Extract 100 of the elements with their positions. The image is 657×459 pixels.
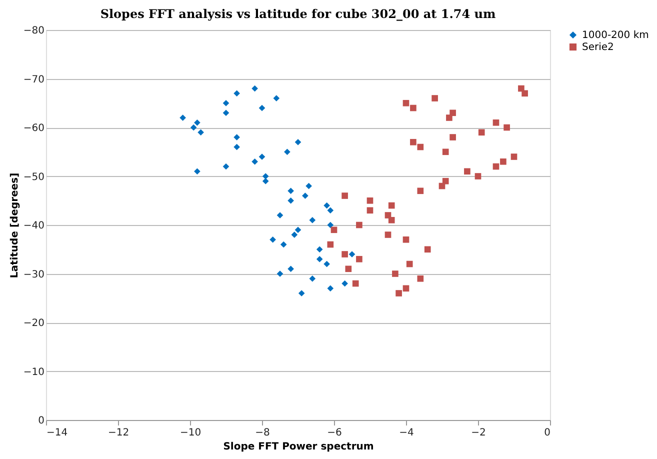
point	[309, 216, 316, 224]
point	[252, 158, 258, 165]
point	[194, 119, 200, 126]
point	[327, 222, 334, 228]
point	[234, 134, 240, 140]
x-tick-label: −10	[180, 428, 202, 438]
point	[410, 138, 416, 146]
point	[234, 90, 240, 97]
point	[327, 207, 334, 214]
y-tick-label: −20	[23, 318, 44, 329]
point	[500, 158, 506, 165]
point	[406, 260, 413, 268]
y-tick-label: −50	[23, 172, 44, 183]
point	[342, 251, 348, 258]
point	[288, 197, 294, 204]
point	[352, 280, 359, 287]
point	[327, 241, 334, 248]
point	[316, 256, 323, 262]
point	[492, 119, 500, 126]
point	[366, 197, 374, 204]
point	[417, 275, 424, 282]
y-tick-label: −60	[23, 123, 44, 134]
point	[464, 168, 470, 175]
point	[410, 104, 416, 112]
point	[222, 110, 230, 116]
point	[234, 144, 240, 150]
point	[258, 154, 266, 160]
y-tick-label: 0	[38, 416, 44, 426]
point	[450, 134, 456, 140]
point	[280, 241, 287, 248]
point	[402, 285, 410, 292]
point	[474, 173, 482, 180]
point	[342, 192, 348, 199]
point	[288, 188, 294, 194]
y-tick-label: −10	[23, 366, 44, 378]
point	[273, 95, 280, 102]
point	[291, 232, 298, 238]
point	[262, 178, 269, 184]
point	[388, 216, 395, 224]
point	[252, 85, 258, 92]
point	[417, 144, 424, 150]
point	[356, 222, 362, 228]
point	[258, 104, 266, 112]
point	[316, 246, 323, 253]
point	[330, 226, 338, 234]
point	[504, 124, 510, 131]
x-axis-title: Slope FFT Power spectrum	[223, 442, 374, 452]
point	[348, 251, 356, 258]
y-tick-label: −70	[23, 74, 44, 86]
point	[417, 188, 424, 194]
point	[478, 129, 485, 136]
point	[345, 266, 352, 272]
point	[522, 90, 528, 97]
point	[302, 192, 308, 199]
point	[396, 290, 402, 296]
point	[298, 290, 305, 296]
point	[327, 285, 334, 292]
point	[384, 232, 392, 238]
x-tick-label: −2	[471, 428, 486, 438]
point	[198, 129, 204, 136]
point	[432, 95, 438, 102]
point	[222, 163, 230, 170]
point	[180, 114, 186, 121]
legend-label: Serie2	[582, 42, 614, 53]
point	[510, 154, 518, 160]
point	[324, 202, 330, 209]
y-tick-label: −30	[23, 269, 44, 280]
x-tick-label: −14	[46, 428, 68, 438]
point	[442, 178, 449, 184]
x-tick-label: −4	[399, 428, 414, 438]
x-tick-label: −12	[108, 428, 130, 438]
point	[492, 163, 500, 170]
point	[446, 114, 452, 121]
point	[262, 173, 269, 180]
y-tick-label: −40	[23, 220, 44, 232]
point	[288, 266, 294, 272]
point	[438, 182, 446, 190]
point	[388, 202, 395, 209]
point	[276, 212, 284, 218]
point	[402, 100, 410, 106]
point	[424, 246, 431, 253]
point	[366, 207, 374, 214]
point	[442, 148, 449, 156]
point	[194, 168, 200, 175]
x-tick-label: −8	[255, 428, 270, 438]
point	[294, 138, 302, 146]
point	[190, 124, 197, 131]
chart-title: Slopes FFT analysis vs latitude for cube 302_00 at 1.74 um	[100, 7, 496, 21]
point	[324, 260, 330, 268]
point	[306, 182, 312, 190]
point	[270, 236, 276, 243]
y-axis-title: Latitude [degrees]	[9, 172, 20, 278]
point	[276, 270, 284, 277]
point	[284, 148, 290, 156]
point	[294, 226, 302, 234]
point	[392, 270, 398, 277]
point	[222, 100, 230, 106]
x-tick-label: −6	[327, 428, 342, 438]
point	[309, 275, 316, 282]
point	[356, 256, 362, 262]
